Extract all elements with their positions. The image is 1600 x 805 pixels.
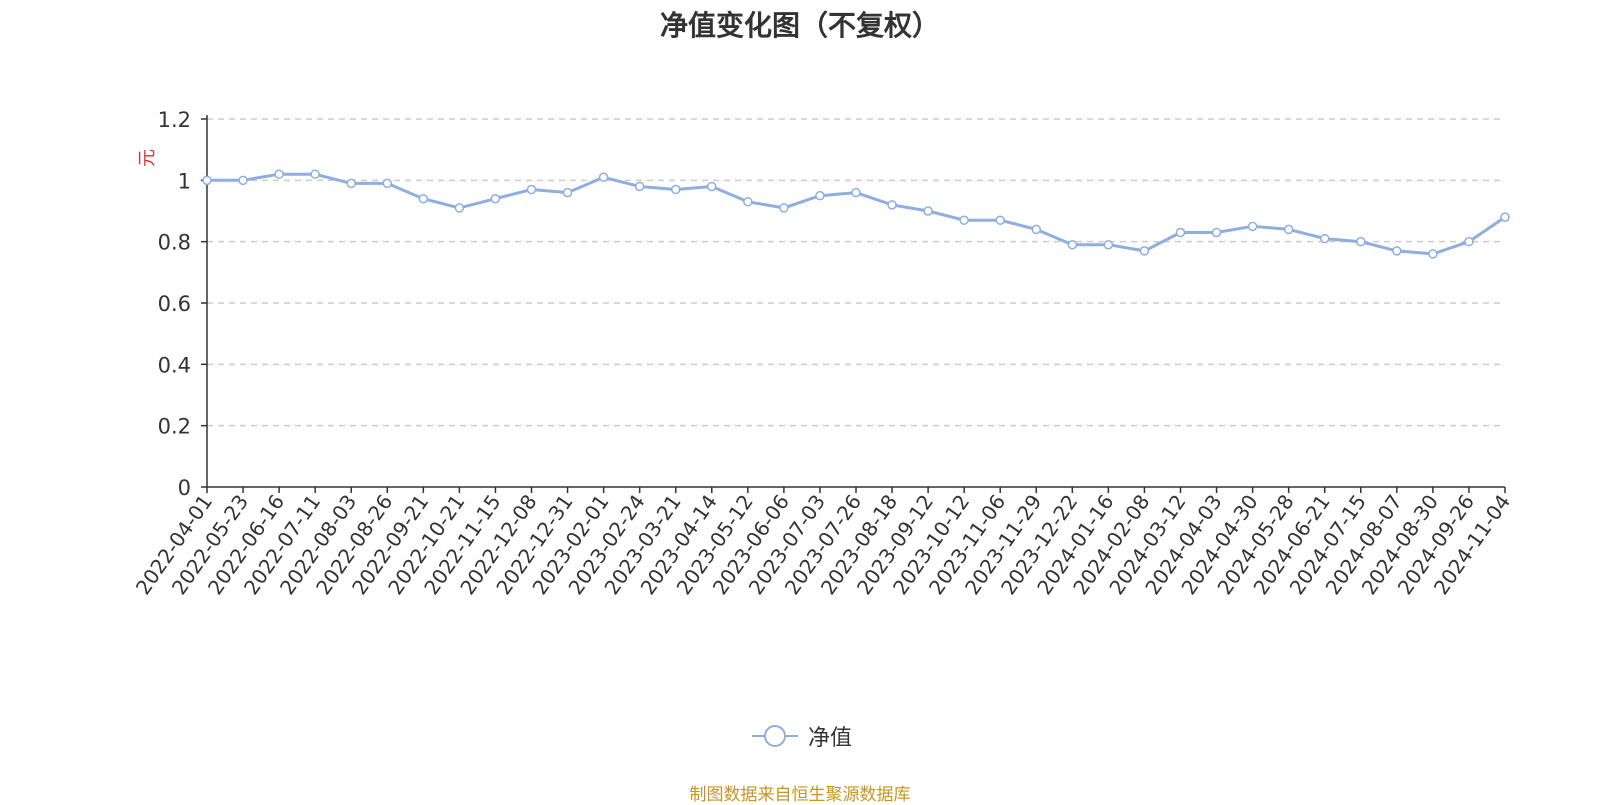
y-tick-label: 0.2: [158, 415, 191, 439]
data-point[interactable]: [418, 193, 429, 204]
data-point[interactable]: [454, 203, 465, 213]
y-tick-label: 0: [178, 476, 191, 500]
data-point[interactable]: [238, 175, 248, 186]
data-point[interactable]: [779, 203, 789, 213]
data-point[interactable]: [1175, 227, 1186, 238]
data-point[interactable]: [1392, 246, 1402, 256]
data-point[interactable]: [815, 190, 825, 201]
grid-layer: [207, 118, 1505, 427]
data-point[interactable]: [1283, 224, 1294, 235]
data-point[interactable]: [1356, 236, 1366, 247]
legend[interactable]: 净值: [750, 722, 853, 751]
legend-label: 净值: [808, 726, 853, 751]
data-point[interactable]: [1103, 239, 1114, 250]
data-point[interactable]: [1319, 233, 1330, 244]
data-point[interactable]: [1067, 239, 1078, 250]
data-point[interactable]: [923, 206, 933, 216]
data-point[interactable]: [1500, 212, 1510, 222]
data-point[interactable]: [1211, 227, 1222, 238]
source-note: 制图数据来自恒生聚源数据库: [689, 785, 911, 805]
data-point[interactable]: [274, 169, 284, 179]
data-point[interactable]: [490, 193, 501, 204]
data-point[interactable]: [670, 184, 681, 195]
data-point[interactable]: [1247, 221, 1258, 232]
data-point[interactable]: [707, 181, 717, 192]
data-point[interactable]: [598, 172, 609, 183]
data-point[interactable]: [887, 200, 897, 210]
axis-layer: [201, 115, 1506, 493]
y-tick-label: 0.4: [158, 353, 191, 377]
data-point[interactable]: [743, 197, 753, 207]
data-point[interactable]: [382, 178, 393, 189]
y-axis-unit-label: 元: [137, 149, 158, 167]
data-point[interactable]: [1464, 236, 1474, 247]
data-point[interactable]: [995, 215, 1005, 225]
data-point[interactable]: [1139, 246, 1150, 256]
legend-line-icon: [752, 725, 798, 747]
chart-title: 净值变化图（不复权）: [659, 9, 940, 42]
data-point[interactable]: [346, 178, 356, 189]
data-point[interactable]: [634, 181, 645, 192]
data-point[interactable]: [526, 184, 537, 195]
data-point[interactable]: [959, 215, 969, 225]
data-point[interactable]: [851, 187, 861, 198]
series-layer: [202, 169, 1510, 259]
y-tick-label: 1.2: [158, 108, 191, 132]
y-tick-label: 1: [178, 169, 191, 193]
data-point[interactable]: [202, 175, 212, 186]
data-point[interactable]: [562, 187, 573, 198]
y-tick-label: 0.6: [158, 292, 191, 316]
data-point[interactable]: [1031, 224, 1042, 235]
data-point[interactable]: [310, 169, 320, 179]
data-point[interactable]: [1428, 249, 1438, 259]
y-tick-label: 0.8: [158, 231, 191, 255]
